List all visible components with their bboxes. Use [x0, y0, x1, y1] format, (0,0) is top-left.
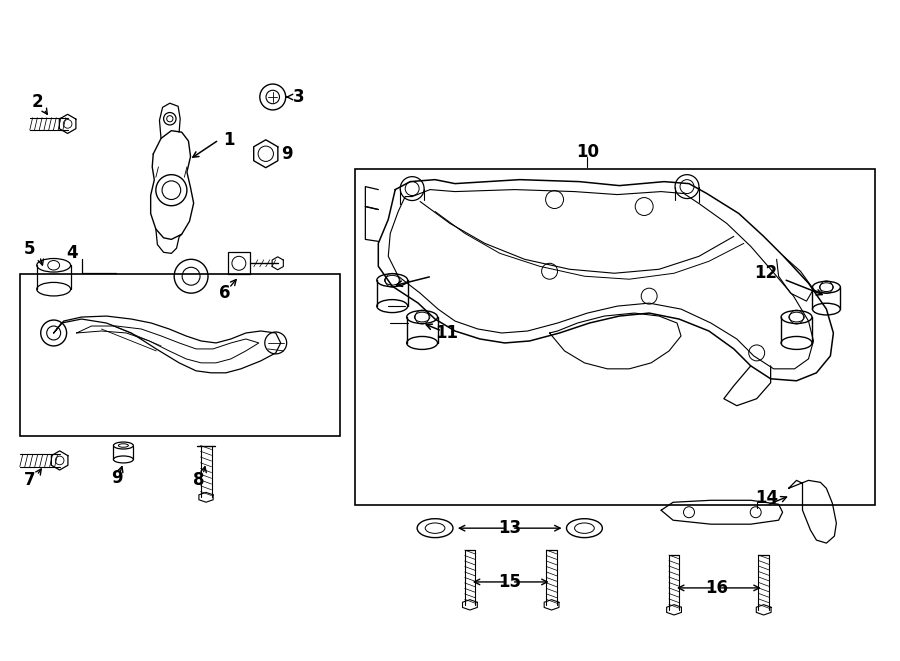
Text: 9: 9 — [281, 145, 292, 163]
Text: 10: 10 — [576, 143, 598, 161]
Text: 13: 13 — [499, 519, 521, 537]
Text: 4: 4 — [67, 245, 78, 262]
Text: 16: 16 — [706, 579, 728, 597]
Text: 5: 5 — [23, 241, 35, 258]
Text: 7: 7 — [23, 471, 35, 489]
Text: 6: 6 — [219, 284, 230, 302]
Text: 3: 3 — [292, 88, 304, 106]
Text: 15: 15 — [499, 573, 521, 591]
Text: 11: 11 — [435, 324, 458, 342]
Text: 9: 9 — [112, 469, 123, 487]
Bar — [228, 253, 250, 274]
Bar — [356, 169, 875, 505]
Text: 14: 14 — [755, 489, 778, 507]
Text: 2: 2 — [32, 93, 43, 111]
Text: 12: 12 — [753, 264, 777, 282]
Text: 8: 8 — [194, 471, 204, 489]
Text: 1: 1 — [223, 131, 235, 149]
Bar — [20, 274, 340, 436]
